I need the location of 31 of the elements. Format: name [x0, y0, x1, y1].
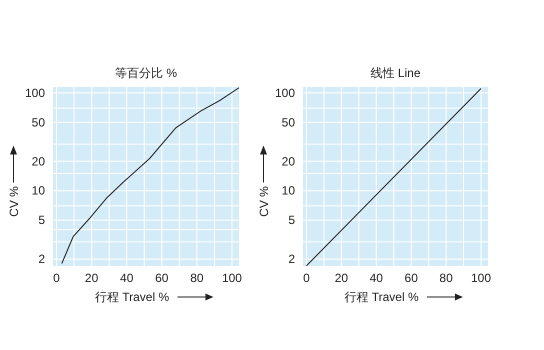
- y-tick-label: 50: [282, 115, 296, 130]
- y-axis-title: CV %: [257, 186, 271, 217]
- x-tick-label: 60: [155, 271, 169, 285]
- x-axis-title: 行程 Travel %: [94, 290, 170, 304]
- x-tick-label: 20: [84, 271, 99, 285]
- y-tick-label: 5: [38, 213, 46, 228]
- x-tick-label: 40: [370, 271, 384, 285]
- chart-title: 线性 Line: [370, 66, 421, 80]
- x-axis-title: 行程 Travel %: [344, 290, 419, 304]
- y-axis-title: CV %: [7, 186, 21, 217]
- y-tick-label: 50: [32, 115, 46, 130]
- line-series: [61, 87, 240, 264]
- x-tick-label: 20: [334, 271, 348, 285]
- x-tick-label: 40: [120, 271, 134, 285]
- y-tick-label: 100: [274, 86, 296, 100]
- x-tick-label: 0: [53, 271, 60, 285]
- y-tick-label: 10: [32, 184, 46, 198]
- x-tick-label: 0: [303, 271, 310, 285]
- x-tick-label: 100: [471, 271, 492, 285]
- x-tick-label: 60: [404, 271, 418, 285]
- x-tick-label: 100: [222, 271, 242, 285]
- y-tick-label: 100: [24, 86, 46, 100]
- y-tick-label: 10: [282, 184, 296, 198]
- y-tick-label: 2: [38, 252, 46, 266]
- x-tick-label: 80: [190, 271, 204, 285]
- y-tick-label: 20: [282, 154, 296, 168]
- x-tick-label: 80: [439, 271, 454, 285]
- y-tick-label: 2: [288, 252, 296, 266]
- chart-title: 等百分比 %: [114, 66, 178, 80]
- y-tick-label: 5: [288, 213, 296, 228]
- y-tick-label: 20: [32, 154, 46, 168]
